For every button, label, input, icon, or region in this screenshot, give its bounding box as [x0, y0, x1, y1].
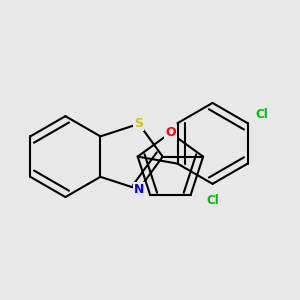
- Text: N: N: [134, 183, 144, 196]
- Text: O: O: [165, 126, 176, 139]
- Text: S: S: [134, 117, 143, 130]
- Text: Cl: Cl: [256, 108, 268, 122]
- Text: Cl: Cl: [206, 194, 219, 207]
